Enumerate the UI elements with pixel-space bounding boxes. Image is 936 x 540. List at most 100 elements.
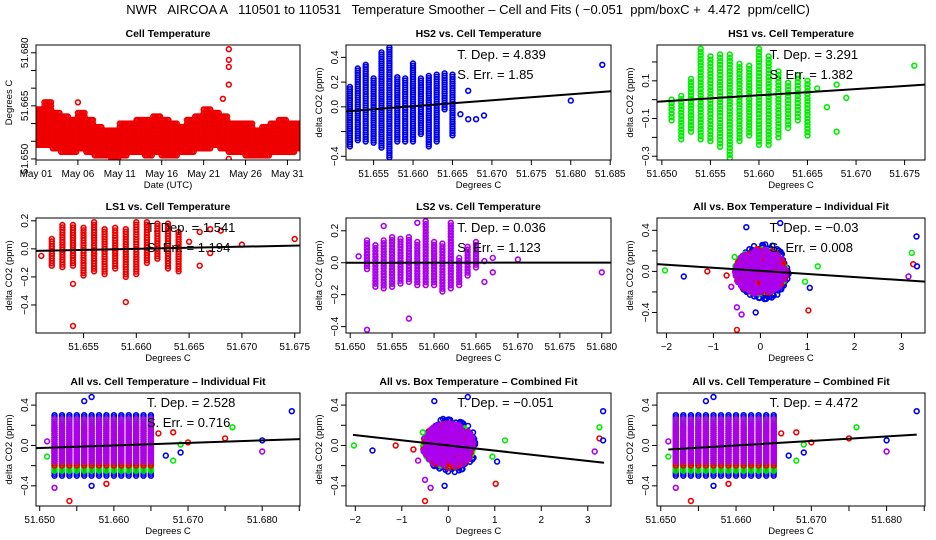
temp-dependence-label: T. Dep. = 3.291 — [770, 47, 859, 62]
hs1-point — [804, 128, 811, 136]
hs1-point — [668, 110, 675, 117]
ls1-point — [175, 228, 182, 236]
cell-temp-outlier — [225, 63, 233, 71]
ls2-point — [422, 218, 429, 225]
hs1-point — [794, 113, 801, 121]
plot-frame — [35, 44, 301, 161]
ls2-outlier — [380, 222, 387, 230]
ls2-point — [405, 264, 413, 272]
hs1-point — [784, 79, 792, 86]
hs1-point — [668, 113, 675, 121]
ls2-point — [405, 242, 413, 249]
hs1-point — [745, 65, 753, 73]
cell-temp-point — [299, 139, 300, 144]
ls2-point — [422, 279, 429, 286]
ls2-point — [422, 255, 429, 263]
hs1-point — [716, 143, 724, 151]
y-tick-label: −0.3 — [641, 146, 652, 166]
ls1-point — [111, 227, 119, 234]
hs1-point — [726, 128, 733, 135]
ls2-point — [472, 255, 480, 263]
hs1-point — [804, 80, 811, 88]
plot-frame — [35, 217, 301, 334]
hs1-point — [775, 127, 782, 134]
ls2-point — [439, 268, 446, 275]
hs1-point — [697, 75, 704, 83]
hs2-outlier — [776, 219, 784, 227]
x-tick-label: 51.685 — [595, 169, 626, 180]
panel-title: All vs. Box Temperature – Individual Fit — [693, 201, 889, 213]
hs1-point — [745, 62, 753, 69]
ls2-point — [766, 261, 773, 268]
ls2-point — [380, 245, 387, 253]
ls2-point — [737, 282, 745, 289]
hs1-point — [687, 108, 695, 116]
ls2-point — [405, 239, 413, 247]
hs1-outlier — [908, 249, 915, 257]
ls2-point — [757, 259, 765, 267]
ls2-point — [414, 241, 421, 249]
cell-temp-point — [297, 131, 300, 138]
ls1-point — [143, 219, 151, 226]
y-tick-label: 0.2 — [330, 75, 341, 89]
y-tick-label: 0.2 — [330, 223, 341, 237]
hs1-point — [707, 124, 714, 131]
hs1-point — [687, 115, 695, 122]
ls1-point — [90, 219, 98, 226]
ls2-point — [405, 275, 413, 283]
hs2-outlier — [599, 61, 606, 69]
hs1-point — [765, 76, 772, 84]
hs1-point — [765, 114, 772, 121]
hs1-point — [765, 121, 772, 128]
ls2-point — [750, 289, 757, 296]
ls2-point — [430, 247, 438, 254]
ls2-point — [380, 254, 387, 261]
ls1-outlier — [196, 262, 203, 269]
hs1-point — [784, 124, 792, 132]
ls2-point — [388, 280, 396, 287]
hs1-point — [678, 112, 685, 120]
ls2-point — [464, 243, 471, 251]
ls2-point — [422, 238, 429, 245]
hs1-point — [716, 129, 724, 137]
cell-temp-outlier — [74, 99, 82, 106]
hs1-point — [707, 76, 714, 84]
ls2-point — [372, 242, 379, 249]
y-tick-label: 51.680 — [20, 37, 31, 68]
ls2-point — [372, 268, 379, 275]
ls2-point — [380, 285, 387, 292]
cell-temp-point — [299, 146, 300, 151]
x-tick-label: May 01 — [20, 169, 53, 180]
hs1-point — [726, 54, 733, 61]
hs1-point — [716, 78, 724, 86]
ls2-point — [774, 253, 782, 260]
hs1-point — [745, 102, 753, 109]
hs1-point — [745, 129, 753, 136]
hs1-point — [707, 56, 714, 63]
ls2-point — [456, 272, 463, 280]
x-axis-label: Degrees C — [456, 180, 502, 191]
hs1-point — [716, 54, 724, 61]
ls2-point — [439, 285, 446, 292]
ls2-point — [414, 244, 421, 251]
ls2-point — [775, 278, 782, 285]
hs1-point — [736, 80, 743, 88]
ls1-point — [133, 219, 140, 226]
hs1-point — [716, 116, 724, 123]
cell-temp-point — [223, 113, 231, 120]
ls2-point — [422, 223, 429, 231]
x-axis-label: Degrees C — [456, 353, 502, 364]
ls2-point — [738, 261, 746, 268]
ls2-point — [363, 265, 371, 273]
y-tick-label: −0.4 — [20, 295, 31, 315]
ls2-point — [750, 273, 758, 280]
hs1-point — [697, 45, 704, 52]
hs1-point — [765, 104, 772, 111]
ls2-point — [397, 274, 404, 282]
ls2-point — [405, 270, 413, 277]
hs1-outlier — [661, 267, 669, 274]
hs1-point — [804, 121, 811, 129]
x-tick-label: 51.675 — [545, 342, 576, 353]
hs1-point — [726, 118, 733, 125]
